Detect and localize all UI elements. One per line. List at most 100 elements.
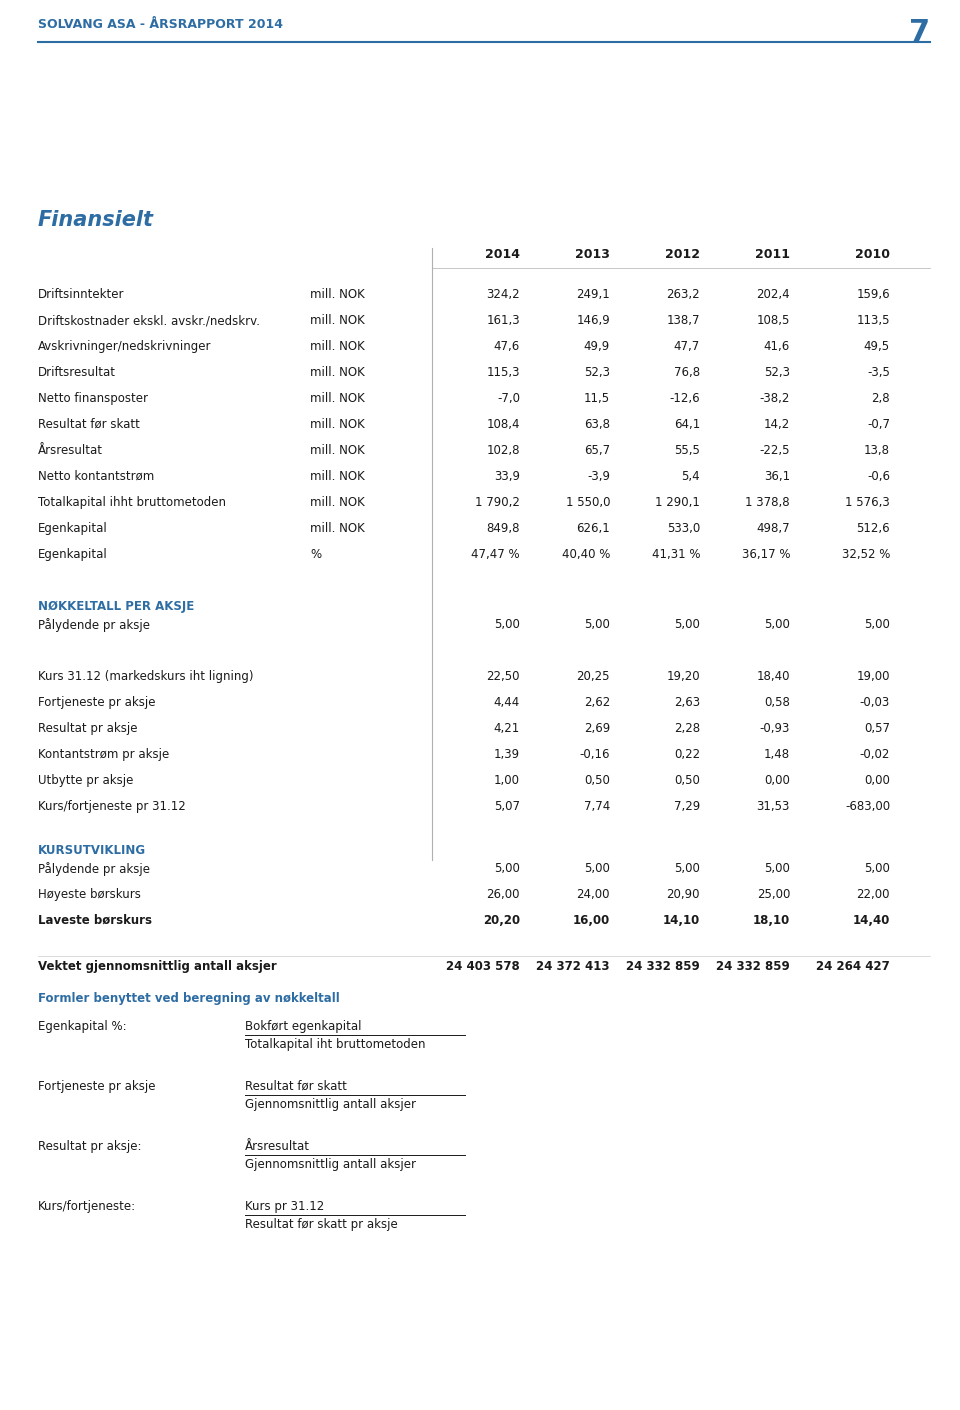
Text: Egenkapital: Egenkapital: [38, 548, 108, 561]
Text: -0,16: -0,16: [580, 747, 610, 761]
Text: Pålydende pr aksje: Pålydende pr aksje: [38, 618, 150, 632]
Text: mill. NOK: mill. NOK: [310, 314, 365, 327]
Text: 22,50: 22,50: [487, 670, 520, 682]
Text: 20,20: 20,20: [483, 914, 520, 926]
Text: 36,1: 36,1: [764, 470, 790, 484]
Text: 26,00: 26,00: [487, 888, 520, 901]
Text: 1,00: 1,00: [494, 774, 520, 787]
Text: 18,10: 18,10: [753, 914, 790, 926]
Text: Driftskostnader ekskl. avskr./nedskrv.: Driftskostnader ekskl. avskr./nedskrv.: [38, 314, 260, 327]
Text: 24 372 413: 24 372 413: [537, 960, 610, 973]
Text: 11,5: 11,5: [584, 392, 610, 405]
Text: 5,4: 5,4: [682, 470, 700, 484]
Text: 63,8: 63,8: [584, 417, 610, 431]
Text: 0,50: 0,50: [674, 774, 700, 787]
Text: 113,5: 113,5: [856, 314, 890, 327]
Text: KURSUTVIKLING: KURSUTVIKLING: [38, 845, 146, 857]
Text: 20,90: 20,90: [666, 888, 700, 901]
Text: 0,00: 0,00: [864, 774, 890, 787]
Text: 24 332 859: 24 332 859: [626, 960, 700, 973]
Text: Kurs 31.12 (markedskurs iht ligning): Kurs 31.12 (markedskurs iht ligning): [38, 670, 253, 682]
Text: 4,21: 4,21: [493, 722, 520, 735]
Text: 52,3: 52,3: [764, 367, 790, 379]
Text: -0,93: -0,93: [759, 722, 790, 735]
Text: 2,28: 2,28: [674, 722, 700, 735]
Text: 76,8: 76,8: [674, 367, 700, 379]
Text: 5,00: 5,00: [764, 618, 790, 632]
Text: 55,5: 55,5: [674, 444, 700, 457]
Text: Netto finansposter: Netto finansposter: [38, 392, 148, 405]
Text: 2013: 2013: [575, 248, 610, 261]
Text: 47,7: 47,7: [674, 340, 700, 352]
Text: 13,8: 13,8: [864, 444, 890, 457]
Text: 16,00: 16,00: [573, 914, 610, 926]
Text: 47,47 %: 47,47 %: [471, 548, 520, 561]
Text: 31,53: 31,53: [756, 799, 790, 814]
Text: 1 576,3: 1 576,3: [845, 496, 890, 509]
Text: mill. NOK: mill. NOK: [310, 340, 365, 352]
Text: Høyeste børskurs: Høyeste børskurs: [38, 888, 141, 901]
Text: Fortjeneste pr aksje: Fortjeneste pr aksje: [38, 1080, 156, 1093]
Text: Resultat pr aksje:: Resultat pr aksje:: [38, 1141, 141, 1153]
Text: -683,00: -683,00: [845, 799, 890, 814]
Text: 24 403 578: 24 403 578: [446, 960, 520, 973]
Text: -38,2: -38,2: [759, 392, 790, 405]
Text: 249,1: 249,1: [576, 288, 610, 300]
Text: 2,8: 2,8: [872, 392, 890, 405]
Text: 40,40 %: 40,40 %: [562, 548, 610, 561]
Text: 5,00: 5,00: [674, 862, 700, 876]
Text: 7,74: 7,74: [584, 799, 610, 814]
Text: 24 332 859: 24 332 859: [716, 960, 790, 973]
Text: 2010: 2010: [855, 248, 890, 261]
Text: 102,8: 102,8: [487, 444, 520, 457]
Text: -0,02: -0,02: [859, 747, 890, 761]
Text: 0,22: 0,22: [674, 747, 700, 761]
Text: Formler benyttet ved beregning av nøkkeltall: Formler benyttet ved beregning av nøkkel…: [38, 993, 340, 1005]
Text: Totalkapital ihht bruttometoden: Totalkapital ihht bruttometoden: [38, 496, 226, 509]
Text: Driftsresultat: Driftsresultat: [38, 367, 116, 379]
Text: Resultat pr aksje: Resultat pr aksje: [38, 722, 137, 735]
Text: 1 378,8: 1 378,8: [745, 496, 790, 509]
Text: 2011: 2011: [755, 248, 790, 261]
Text: Gjennomsnittlig antall aksjer: Gjennomsnittlig antall aksjer: [245, 1158, 416, 1170]
Text: 41,31 %: 41,31 %: [652, 548, 700, 561]
Text: 108,5: 108,5: [756, 314, 790, 327]
Text: 2,63: 2,63: [674, 697, 700, 709]
Text: mill. NOK: mill. NOK: [310, 367, 365, 379]
Text: 5,00: 5,00: [584, 862, 610, 876]
Text: Årsresultat: Årsresultat: [245, 1141, 310, 1153]
Text: 14,10: 14,10: [662, 914, 700, 926]
Text: mill. NOK: mill. NOK: [310, 496, 365, 509]
Text: Egenkapital: Egenkapital: [38, 522, 108, 534]
Text: Finansielt: Finansielt: [38, 210, 154, 230]
Text: Utbytte pr aksje: Utbytte pr aksje: [38, 774, 133, 787]
Text: 24 264 427: 24 264 427: [816, 960, 890, 973]
Text: Egenkapital %:: Egenkapital %:: [38, 1019, 127, 1034]
Text: 5,00: 5,00: [494, 618, 520, 632]
Text: 20,25: 20,25: [577, 670, 610, 682]
Text: -3,5: -3,5: [867, 367, 890, 379]
Text: 2014: 2014: [485, 248, 520, 261]
Text: -0,7: -0,7: [867, 417, 890, 431]
Text: 4,44: 4,44: [493, 697, 520, 709]
Text: Kontantstrøm pr aksje: Kontantstrøm pr aksje: [38, 747, 169, 761]
Text: 41,6: 41,6: [764, 340, 790, 352]
Text: 18,40: 18,40: [756, 670, 790, 682]
Text: 52,3: 52,3: [584, 367, 610, 379]
Text: SOLVANG ASA - ÅRSRAPPORT 2014: SOLVANG ASA - ÅRSRAPPORT 2014: [38, 18, 283, 31]
Text: mill. NOK: mill. NOK: [310, 392, 365, 405]
Text: 1,48: 1,48: [764, 747, 790, 761]
Text: 626,1: 626,1: [576, 522, 610, 534]
Text: Laveste børskurs: Laveste børskurs: [38, 914, 152, 926]
Text: Kurs/fortjeneste pr 31.12: Kurs/fortjeneste pr 31.12: [38, 799, 185, 814]
Text: 22,00: 22,00: [856, 888, 890, 901]
Text: 533,0: 533,0: [667, 522, 700, 534]
Text: 849,8: 849,8: [487, 522, 520, 534]
Text: 5,00: 5,00: [674, 618, 700, 632]
Text: 65,7: 65,7: [584, 444, 610, 457]
Text: 33,9: 33,9: [494, 470, 520, 484]
Text: mill. NOK: mill. NOK: [310, 288, 365, 300]
Text: mill. NOK: mill. NOK: [310, 522, 365, 534]
Text: -0,03: -0,03: [860, 697, 890, 709]
Text: 5,07: 5,07: [494, 799, 520, 814]
